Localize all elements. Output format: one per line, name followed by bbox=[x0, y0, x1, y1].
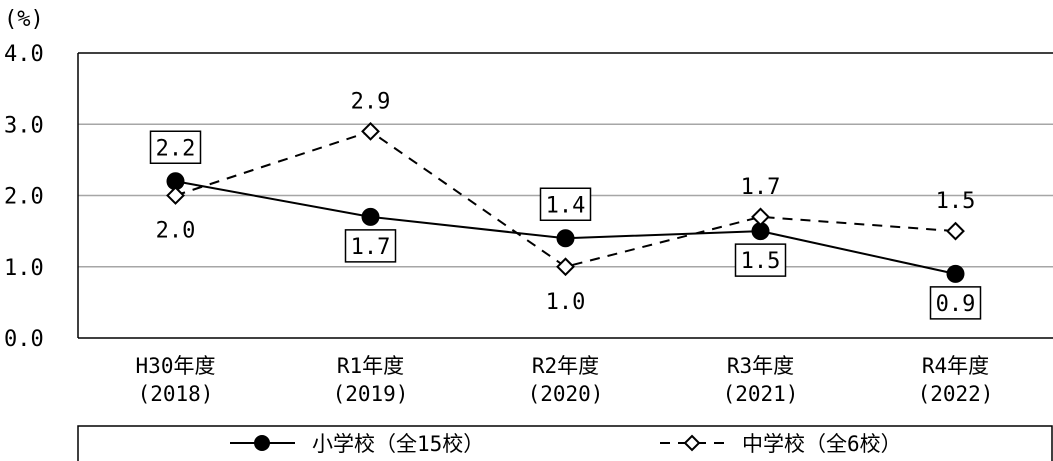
data-label: 1.7 bbox=[351, 235, 391, 260]
x-tick-label: R3年度 (2021) bbox=[723, 354, 799, 406]
data-label-box bbox=[734, 243, 787, 277]
series-line-2 bbox=[175, 130, 956, 268]
y-axis-label: (%) bbox=[4, 7, 44, 32]
y-tick-label: 4.0 bbox=[4, 42, 44, 67]
x-tick-label-line2: (2020) bbox=[528, 382, 604, 406]
data-label: 1.4 bbox=[546, 193, 586, 218]
data-label: 1.5 bbox=[741, 249, 781, 274]
legend-key-marker bbox=[254, 435, 270, 451]
data-label-box bbox=[539, 187, 592, 221]
x-tick-label-line1: R4年度 bbox=[922, 354, 989, 378]
data-point-marker bbox=[361, 207, 380, 226]
data-label-box bbox=[344, 229, 397, 263]
data-point-marker bbox=[751, 222, 770, 241]
x-tick-label-line1: R2年度 bbox=[532, 354, 599, 378]
data-point-marker bbox=[166, 172, 185, 191]
data-label: 0.9 bbox=[936, 292, 976, 317]
data-label: 2.2 bbox=[156, 136, 196, 161]
data-label: 2.0 bbox=[156, 219, 196, 244]
x-tick-label-line2: (2021) bbox=[723, 382, 799, 406]
y-tick-label: 1.0 bbox=[4, 256, 44, 281]
data-point-marker bbox=[361, 121, 380, 141]
data-point-marker bbox=[556, 229, 575, 248]
y-tick-label: 0.0 bbox=[4, 327, 44, 352]
legend-key-marker bbox=[683, 434, 701, 452]
x-tick-label-line1: R1年度 bbox=[337, 354, 404, 378]
legend-label: 中学校（全6校） bbox=[742, 432, 902, 456]
x-tick-label: R2年度 (2020) bbox=[528, 354, 604, 406]
y-tick-label: 3.0 bbox=[4, 113, 44, 138]
x-tick-label: R1年度 (2019) bbox=[333, 354, 409, 406]
x-tick-label-line2: (2022) bbox=[918, 382, 994, 406]
legend-label: 小学校（全15校） bbox=[312, 432, 484, 456]
x-tick-label-line1: R3年度 bbox=[727, 354, 794, 378]
series-lines bbox=[166, 121, 965, 283]
x-tick-label: H30年度 (2018) bbox=[136, 354, 216, 406]
data-point-marker bbox=[166, 186, 185, 205]
x-tick-label-line2: (2019) bbox=[333, 382, 409, 406]
data-label-box bbox=[929, 286, 982, 320]
data-labels: 2.2 1.7 1.4 1.5 0.9 2.0 2.9 1.0 1.7 1.5 bbox=[149, 89, 982, 320]
axes bbox=[77, 52, 1053, 339]
data-label: 1.7 bbox=[741, 175, 781, 200]
data-point-marker bbox=[946, 264, 965, 283]
legend: 小学校（全15校） 中学校（全6校） bbox=[77, 425, 1053, 461]
data-label: 1.5 bbox=[936, 189, 976, 214]
data-label: 2.9 bbox=[351, 89, 391, 114]
y-tick-label: 2.0 bbox=[4, 185, 44, 210]
data-label-box bbox=[149, 130, 202, 164]
data-label: 1.0 bbox=[546, 290, 586, 315]
data-point-marker bbox=[946, 221, 965, 241]
data-point-marker bbox=[556, 257, 575, 277]
x-tick-label-line2: (2018) bbox=[138, 382, 214, 406]
y-tick-labels: 0.0 1.0 2.0 3.0 4.0 bbox=[4, 42, 44, 352]
x-tick-label-line1: H30年度 bbox=[136, 354, 216, 378]
x-tick-labels: H30年度 (2018) R1年度 (2019) R2年度 (2020) R3年度 (2021… bbox=[136, 354, 994, 406]
legend-box bbox=[77, 425, 1053, 461]
data-point-marker bbox=[751, 207, 770, 227]
x-tick-label: R4年度 (2022) bbox=[918, 354, 994, 406]
